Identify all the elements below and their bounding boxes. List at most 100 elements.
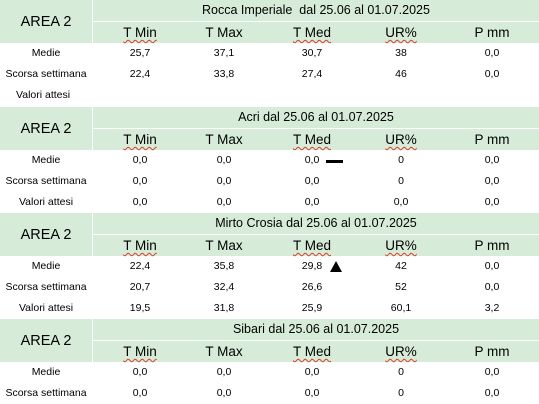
cell-pmm: 0,0 (484, 260, 500, 272)
cell-tmed: 0,0 (304, 175, 320, 187)
col-header-tmed: T Med (292, 344, 331, 359)
cell-tmed: 0,0 (304, 154, 320, 166)
table-row-medie: Medie 0,0 0,0 0,0 0 0,0 (0, 150, 539, 171)
row-label: Medie (31, 154, 61, 166)
cell-pmm: 0,0 (484, 366, 500, 378)
row-label: Scorsa settimana (5, 175, 87, 187)
area-label: AREA 2 (20, 13, 72, 30)
cell-ur: 42 (395, 260, 407, 272)
triangle-up-icon (330, 261, 342, 272)
cell-tmin: 25,7 (129, 47, 151, 59)
cell-tmax: 35,8 (213, 260, 235, 272)
area-label: AREA 2 (20, 332, 72, 349)
cell-ur: 38 (395, 47, 407, 59)
cell-pmm: 0,0 (484, 281, 500, 293)
cell-ur: 60,1 (390, 302, 412, 314)
cell-ur: 0 (398, 175, 404, 187)
block-header: AREA 2 Rocca Imperiale dal 25.06 al 01.0… (0, 0, 539, 43)
col-header-pmm: P mm (474, 25, 510, 40)
col-header-pmm: P mm (474, 238, 510, 253)
block-header: AREA 2 Sibari dal 25.06 al 01.07.2025 T … (0, 319, 539, 362)
table-row-valori-attesi: Valori attesi 19,5 31,8 25,9 60,1 3,2 (0, 298, 539, 319)
cell-tmax: 0,0 (216, 387, 232, 399)
row-label: Scorsa settimana (5, 68, 87, 80)
cell-ur: 52 (395, 281, 407, 293)
col-header-tmed: T Med (292, 25, 331, 40)
dash-icon (326, 160, 343, 163)
block-header: AREA 2 Mirto Crosia dal 25.06 al 01.07.2… (0, 213, 539, 256)
col-header-tmin: T Min (123, 132, 157, 147)
cell-pmm: 0,0 (484, 196, 500, 208)
cell-ur: 46 (395, 68, 407, 80)
cell-pmm: 0,0 (484, 154, 500, 166)
col-header-tmin: T Min (123, 344, 157, 359)
station-title: Mirto Crosia dal 25.06 al 01.07.2025 (215, 216, 417, 230)
row-label: Valori attesi (18, 302, 74, 314)
col-header-tmed: T Med (292, 238, 331, 253)
cell-tmax: 0,0 (216, 366, 232, 378)
col-header-ur: UR% (385, 132, 417, 147)
table-row-medie: Medie 0,0 0,0 0,0 0 0,0 (0, 362, 539, 383)
cell-tmin: 0,0 (132, 366, 148, 378)
cell-tmed: 0,0 (304, 196, 320, 208)
row-label: Valori attesi (18, 196, 74, 208)
col-header-tmax: T Max (205, 25, 243, 40)
col-header-ur: UR% (385, 238, 417, 253)
cell-tmin: 0,0 (132, 196, 148, 208)
cell-pmm: 0,0 (484, 175, 500, 187)
table-row-valori-attesi: Valori attesi 0,0 0,0 0,0 0,0 0,0 (0, 192, 539, 213)
station-title: Sibari dal 25.06 al 01.07.2025 (232, 322, 400, 336)
col-header-ur: UR% (385, 25, 417, 40)
col-header-tmin: T Min (123, 25, 157, 40)
cell-pmm: 3,2 (484, 302, 500, 314)
col-header-tmin: T Min (123, 238, 157, 253)
col-header-pmm: P mm (474, 344, 510, 359)
cell-tmin: 22,4 (129, 68, 151, 80)
row-label: Scorsa settimana (5, 281, 87, 293)
row-label: Medie (31, 260, 61, 272)
cell-tmed: 29,8 (301, 260, 323, 272)
cell-ur: 0 (398, 387, 404, 399)
cell-tmin: 0,0 (132, 175, 148, 187)
cell-tmin: 19,5 (129, 302, 151, 314)
cell-pmm: 0,0 (484, 387, 500, 399)
block-header: AREA 2 Acri dal 25.06 al 01.07.2025 T Mi… (0, 107, 539, 150)
col-header-ur: UR% (385, 344, 417, 359)
table-row-scorsa-settimana: Scorsa settimana 0,0 0,0 0,0 0 0,0 (0, 383, 539, 404)
col-header-tmed: T Med (292, 132, 331, 147)
cell-tmed: 0,0 (304, 387, 320, 399)
cell-tmed: 26,6 (301, 281, 323, 293)
table-row-scorsa-settimana: Scorsa settimana 0,0 0,0 0,0 0 0,0 (0, 171, 539, 192)
cell-tmax: 33,8 (213, 68, 235, 80)
area-label: AREA 2 (20, 226, 72, 243)
cell-tmax: 31,8 (213, 302, 235, 314)
cell-ur: 0 (398, 366, 404, 378)
cell-tmax: 0,0 (216, 196, 232, 208)
cell-tmax: 32,4 (213, 281, 235, 293)
table-row-medie: Medie 22,4 35,8 29,8 42 0,0 (0, 256, 539, 277)
cell-tmed: 0,0 (304, 366, 320, 378)
col-header-tmax: T Max (205, 238, 243, 253)
table-row-scorsa-settimana: Scorsa settimana 20,7 32,4 26,6 52 0,0 (0, 277, 539, 298)
col-header-pmm: P mm (474, 132, 510, 147)
cell-tmin: 0,0 (132, 154, 148, 166)
table-row-medie: Medie 25,7 37,1 30,7 38 0,0 (0, 43, 539, 64)
cell-tmed: 27,4 (301, 68, 323, 80)
row-label: Medie (31, 47, 61, 59)
cell-tmax: 37,1 (213, 47, 235, 59)
cell-tmax: 0,0 (216, 154, 232, 166)
cell-tmed: 30,7 (301, 47, 323, 59)
table-row-scorsa-settimana: Scorsa settimana 22,4 33,8 27,4 46 0,0 (0, 64, 539, 85)
cell-ur: 0 (398, 154, 404, 166)
row-label: Scorsa settimana (5, 387, 87, 399)
col-header-tmax: T Max (205, 344, 243, 359)
cell-tmin: 20,7 (129, 281, 151, 293)
cell-pmm: 0,0 (484, 47, 500, 59)
cell-tmin: 22,4 (129, 260, 151, 272)
cell-tmed: 25,9 (301, 302, 323, 314)
station-title: Rocca Imperiale dal 25.06 al 01.07.2025 (202, 3, 430, 17)
station-title: Acri dal 25.06 al 01.07.2025 (238, 110, 394, 124)
cell-tmin: 0,0 (132, 387, 148, 399)
cell-ur: 0,0 (393, 196, 409, 208)
row-label: Medie (31, 366, 61, 378)
